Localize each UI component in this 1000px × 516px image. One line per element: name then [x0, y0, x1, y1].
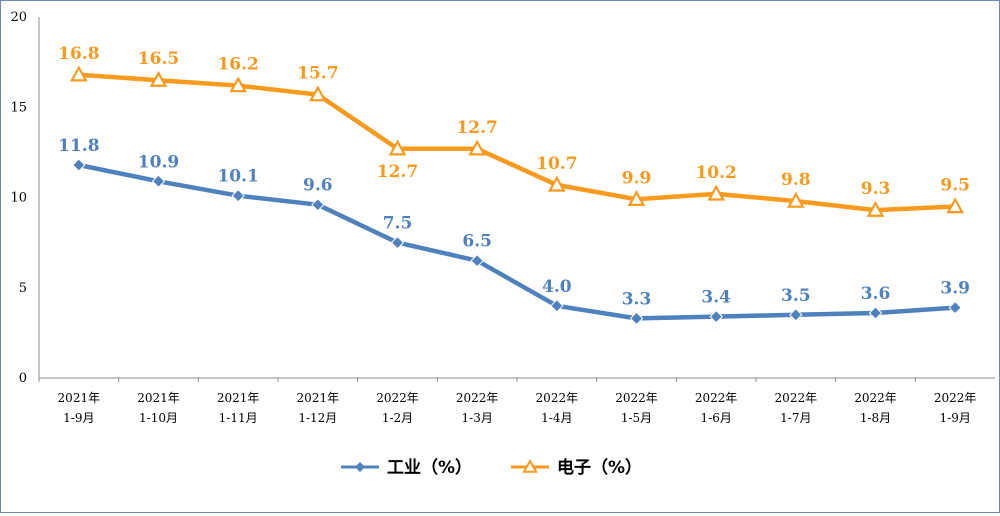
legend-diamond-icon	[355, 462, 365, 472]
y-axis-ticks: 0 5 10 15 20	[10, 10, 27, 386]
data-label: 16.5	[138, 49, 179, 69]
data-label: 3.9	[940, 279, 970, 299]
x-axis-ticks: 2021年 1-9月 2021年 1-10月 2021年 1-11月 2021年 1-12月 2…	[38, 378, 977, 425]
data-label: 9.6	[303, 176, 333, 196]
data-point-marker	[390, 235, 405, 250]
data-point-marker	[468, 139, 487, 156]
data-label: 16.8	[58, 44, 99, 64]
data-label: 9.9	[622, 168, 652, 188]
data-point-marker	[231, 188, 245, 203]
data-label: 9.3	[861, 179, 891, 199]
data-point-marker	[72, 158, 86, 172]
data-label: 7.5	[383, 214, 413, 234]
data-point-marker	[948, 300, 962, 315]
data-label: 4.0	[542, 277, 572, 297]
data-label: 3.5	[781, 286, 811, 306]
x-tick-label-period: 1-9月	[63, 411, 94, 425]
data-label: 9.8	[781, 170, 811, 190]
x-tick-label-period: 1-4月	[541, 411, 572, 425]
x-tick-label-period: 1-2月	[382, 411, 413, 425]
x-tick-label-period: 1-11月	[219, 411, 258, 425]
data-point-marker	[946, 197, 965, 214]
x-tick-label-year: 2022年	[775, 391, 818, 405]
y-tick-label: 5	[19, 281, 27, 296]
x-tick-label-period: 1-7月	[780, 411, 811, 425]
data-point-marker	[149, 70, 168, 87]
x-tick-label-year: 2021年	[58, 391, 101, 405]
x-tick-label-year: 2022年	[934, 391, 977, 405]
data-label: 3.4	[701, 288, 731, 308]
data-point-marker	[707, 184, 726, 201]
x-tick-label-period: 1-3月	[462, 411, 493, 425]
x-tick-label-period: 1-9月	[940, 411, 971, 425]
data-label: 12.7	[456, 118, 497, 138]
data-label: 3.3	[622, 289, 652, 309]
legend-label: 电子（%）	[557, 457, 642, 478]
data-point-marker	[709, 309, 723, 324]
data-point-marker	[388, 139, 407, 156]
data-label: 9.5	[940, 176, 970, 196]
data-label: 12.7	[377, 162, 418, 182]
data-label: 10.1	[217, 167, 258, 187]
x-tick-label-year: 2022年	[854, 391, 897, 405]
legend-label: 工业（%）	[387, 457, 472, 478]
data-point-marker	[229, 76, 248, 93]
y-tick-label: 10	[10, 191, 27, 206]
x-tick-label-year: 2022年	[376, 391, 419, 405]
x-tick-label-period: 1-10月	[139, 411, 178, 425]
x-tick-label-year: 2022年	[615, 391, 658, 405]
data-point-marker	[786, 191, 805, 208]
data-label: 11.8	[58, 136, 99, 156]
data-label: 10.9	[138, 152, 179, 172]
x-tick-label-period: 1-12月	[298, 411, 337, 425]
x-tick-label-year: 2021年	[137, 391, 180, 405]
x-tick-label-year: 2022年	[695, 391, 738, 405]
data-point-marker	[868, 306, 883, 320]
x-tick-label-period: 1-6月	[701, 411, 732, 425]
x-tick-label-year: 2021年	[217, 391, 260, 405]
data-labels: 11.8 10.9 10.1 9.6 7.5 6.5 4.0 3.3 3.4 3.5 3.6 3.9 1…	[58, 44, 970, 310]
data-label: 3.6	[861, 284, 891, 304]
data-point-marker	[470, 253, 484, 268]
legend-triangle-icon	[522, 458, 538, 473]
x-tick-label-period: 1-8月	[860, 411, 891, 425]
series-group	[69, 65, 965, 326]
legend: 工业（%） 电子（%）	[341, 457, 642, 478]
y-tick-label: 0	[19, 371, 27, 386]
data-point-marker	[550, 299, 564, 313]
axes	[38, 17, 995, 379]
data-point-marker	[866, 200, 885, 217]
x-tick-label-period: 1-5月	[621, 411, 652, 425]
data-label: 10.7	[536, 154, 577, 174]
series-line-0	[76, 162, 958, 321]
data-point-marker	[547, 175, 566, 192]
data-point-marker	[308, 85, 327, 102]
data-label: 15.7	[297, 64, 338, 84]
data-point-marker	[311, 198, 325, 212]
y-tick-label: 15	[10, 100, 27, 115]
data-label: 6.5	[462, 232, 492, 252]
x-tick-label-year: 2022年	[536, 391, 579, 405]
data-point-marker	[629, 311, 644, 326]
x-tick-label-year: 2021年	[297, 391, 340, 405]
data-point-marker	[789, 308, 803, 322]
data-point-marker	[627, 190, 646, 207]
data-label: 10.2	[695, 163, 736, 183]
data-point-marker	[151, 174, 166, 188]
y-tick-label: 20	[10, 10, 27, 25]
series-line-1	[76, 72, 958, 213]
data-point-marker	[69, 65, 88, 82]
data-label: 16.2	[217, 55, 258, 75]
x-tick-label-year: 2022年	[456, 391, 499, 405]
